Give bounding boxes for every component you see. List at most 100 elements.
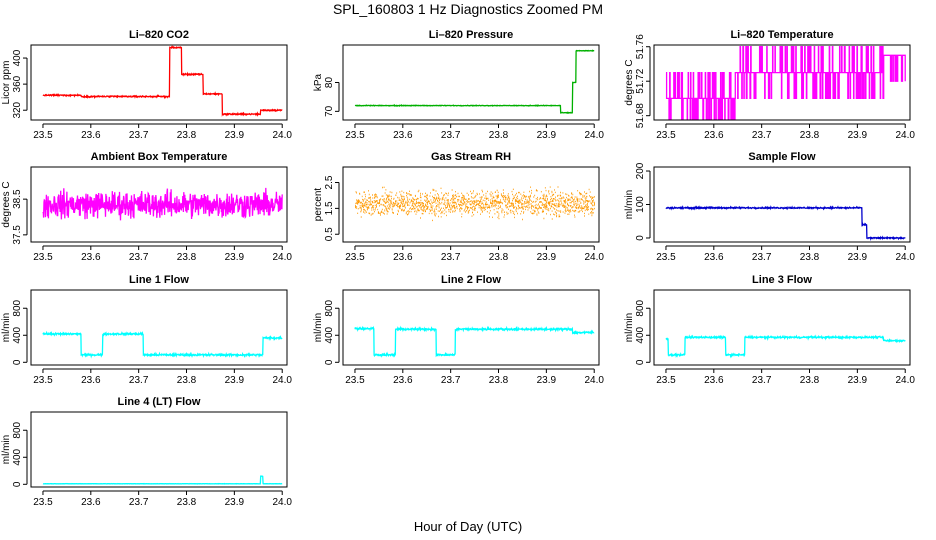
- y-tick-label: 80: [324, 77, 335, 89]
- x-tick-label: 23.9: [537, 252, 557, 263]
- x-tick-label: 23.7: [129, 375, 149, 386]
- y-tick-label: 1.5: [324, 201, 335, 215]
- data-line: [42, 45, 283, 117]
- x-tick-label: 23.6: [704, 130, 724, 141]
- panel-title: Line 1 Flow: [129, 274, 189, 286]
- plot-frame: [653, 44, 911, 121]
- panels-grid: Li–820 CO2 Licor ppm 23.5 23.6 23.7 23.8 23.9 2…: [1, 29, 915, 508]
- y-tick-label: 70: [324, 105, 335, 117]
- x-tick-label: 24.0: [272, 252, 292, 263]
- x-tick-label: 24.0: [895, 375, 915, 386]
- y-tick-label: 400: [324, 326, 335, 343]
- x-tick-label: 23.7: [441, 130, 461, 141]
- series: [354, 325, 595, 358]
- y-tick-label: 0: [635, 359, 646, 365]
- x-tick-label: 23.6: [81, 375, 101, 386]
- plot-frame: [30, 411, 288, 488]
- x-tick-label: 23.6: [393, 375, 413, 386]
- series: [42, 187, 283, 221]
- y-axis-label: ml/min: [1, 435, 12, 464]
- x-tick-label: 23.7: [129, 130, 149, 141]
- panel-title: Ambient Box Temperature: [91, 151, 228, 163]
- y-axis-label: ml/min: [624, 313, 635, 342]
- y-tick-label: 400: [12, 49, 23, 66]
- x-tick-label: 24.0: [584, 375, 604, 386]
- y-tick-label: 38.5: [12, 189, 23, 209]
- series: [665, 46, 906, 120]
- data-line: [665, 46, 906, 120]
- panel-line4: Line 4 (LT) Flow ml/min 23.5 23.6 23.7 23.8 23…: [1, 396, 292, 508]
- series: [42, 475, 283, 485]
- x-tick-label: 23.8: [800, 130, 820, 141]
- panel-title: Sample Flow: [748, 151, 816, 163]
- x-tick-label: 23.7: [441, 375, 461, 386]
- plot-frame: [30, 289, 288, 366]
- panel-line3: Line 3 Flow ml/min 23.5 23.6 23.7 23.8 23.9 24.…: [624, 274, 915, 386]
- x-tick-label: 23.7: [752, 252, 772, 263]
- x-tick-label: 24.0: [895, 252, 915, 263]
- x-tick-label: 23.6: [704, 375, 724, 386]
- data-points: [355, 186, 595, 222]
- x-tick-label: 23.8: [800, 252, 820, 263]
- y-axis-label: degrees C: [1, 181, 12, 227]
- y-tick-label: 400: [12, 448, 23, 465]
- y-axis-label: Licor ppm: [1, 61, 12, 105]
- x-tick-label: 23.6: [81, 130, 101, 141]
- y-tick-label: 0: [635, 235, 646, 241]
- y-tick-label: 0.5: [324, 227, 335, 241]
- plot-frame: [342, 166, 600, 243]
- panel-title: Line 3 Flow: [752, 274, 812, 286]
- x-tick-label: 24.0: [272, 497, 292, 508]
- series: [665, 334, 906, 359]
- x-tick-label: 23.6: [704, 252, 724, 263]
- x-tick-label: 24.0: [584, 130, 604, 141]
- x-tick-label: 23.9: [848, 252, 868, 263]
- y-tick-label: 320: [12, 101, 23, 118]
- x-tick-label: 23.5: [33, 252, 53, 263]
- x-tick-label: 23.9: [225, 252, 245, 263]
- x-tick-label: 23.8: [177, 497, 197, 508]
- x-tick-label: 23.7: [441, 252, 461, 263]
- x-tick-label: 23.6: [393, 252, 413, 263]
- y-tick-label: 800: [635, 299, 646, 316]
- y-tick-label: 51.72: [635, 68, 646, 93]
- y-axis-label: kPa: [313, 73, 324, 91]
- x-tick-label: 23.9: [848, 130, 868, 141]
- x-tick-label: 23.5: [656, 375, 676, 386]
- y-tick-label: 800: [12, 299, 23, 316]
- x-tick-label: 23.9: [225, 375, 245, 386]
- panel-title: Li–820 Temperature: [730, 29, 833, 41]
- x-tick-label: 23.9: [225, 497, 245, 508]
- x-tick-label: 23.6: [393, 130, 413, 141]
- y-axis-label: percent: [313, 188, 324, 222]
- x-tick-label: 24.0: [895, 130, 915, 141]
- y-tick-label: 37.5: [12, 225, 23, 245]
- panel-title: Gas Stream RH: [431, 151, 511, 163]
- x-tick-label: 23.5: [33, 130, 53, 141]
- panel-title: Line 2 Flow: [441, 274, 501, 286]
- x-tick-label: 23.8: [177, 375, 197, 386]
- x-tick-label: 24.0: [584, 252, 604, 263]
- series: [42, 330, 283, 359]
- x-tick-label: 23.8: [489, 252, 509, 263]
- series: [355, 186, 595, 222]
- data-line: [42, 330, 283, 359]
- panel-rh: Gas Stream RH percent 23.5 23.6 23.7 23.8 23.9…: [313, 151, 604, 263]
- plot-frame: [653, 289, 911, 366]
- y-axis-label: ml/min: [624, 190, 635, 219]
- series: [42, 45, 283, 117]
- x-tick-label: 23.7: [129, 252, 149, 263]
- panel-title: Li–820 CO2: [129, 29, 189, 41]
- y-tick-label: 0: [12, 481, 23, 487]
- x-tick-label: 23.5: [33, 375, 53, 386]
- panel-co2: Li–820 CO2 Licor ppm 23.5 23.6 23.7 23.8 23.9 2…: [1, 29, 292, 141]
- y-tick-label: 200: [635, 162, 646, 179]
- data-line: [665, 334, 906, 359]
- data-line: [665, 205, 906, 242]
- data-line: [42, 475, 283, 485]
- x-tick-label: 23.5: [345, 375, 365, 386]
- x-tick-label: 23.5: [345, 252, 365, 263]
- plot-frame: [30, 166, 288, 243]
- panel-pressure: Li–820 Pressure kPa 23.5 23.6 23.7 23.8 23.9 24…: [313, 29, 604, 141]
- y-tick-label: 800: [12, 421, 23, 438]
